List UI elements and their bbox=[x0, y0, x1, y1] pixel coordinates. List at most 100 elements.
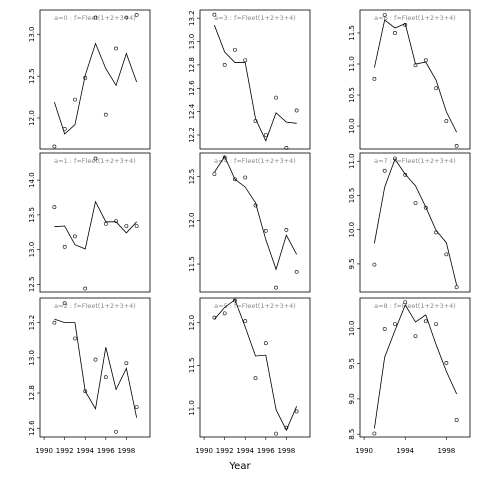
fit-line bbox=[54, 200, 137, 250]
y-tick-label: 12.4 bbox=[188, 103, 196, 119]
panel-strip-label: a=3 : f=Fleet(1+2+3+4) bbox=[214, 14, 296, 22]
y-tick-label: 11.5 bbox=[188, 358, 196, 374]
y-tick-label: 12.6 bbox=[28, 420, 36, 436]
data-point bbox=[454, 418, 459, 422]
panel-frame bbox=[39, 9, 151, 150]
fit-line bbox=[214, 25, 297, 142]
data-point bbox=[444, 119, 449, 123]
panel-strip-label: a=5 : f=Fleet(1+2+3+4) bbox=[214, 302, 296, 310]
panel-frame bbox=[39, 152, 151, 293]
data-point bbox=[114, 219, 118, 224]
x-tick-label: 1994 bbox=[396, 447, 414, 455]
data-point bbox=[434, 322, 438, 327]
data-point bbox=[403, 300, 408, 305]
y-tick-label: 13.2 bbox=[28, 315, 36, 331]
panel: a=1 : f=Fleet(1+2+3+4) 12.5 13.0 13.5 14.0 bbox=[28, 152, 151, 293]
data-point bbox=[222, 311, 227, 316]
panel-strip-label: a=7 : f=Fleet(1+2+3+4) bbox=[374, 157, 456, 165]
data-point bbox=[73, 234, 77, 239]
y-tick-label: 13.0 bbox=[28, 26, 36, 42]
data-point bbox=[382, 168, 387, 173]
data-point bbox=[93, 357, 98, 362]
data-point bbox=[103, 221, 108, 226]
data-point bbox=[263, 133, 268, 137]
y-tick-label: 10.0 bbox=[348, 118, 356, 134]
data-point bbox=[83, 75, 88, 80]
data-point bbox=[382, 13, 387, 17]
data-point bbox=[114, 429, 118, 434]
data-point bbox=[73, 97, 77, 102]
data-point bbox=[222, 62, 227, 67]
data-point bbox=[212, 315, 217, 320]
data-point bbox=[284, 425, 289, 430]
data-point bbox=[52, 205, 57, 210]
data-point bbox=[393, 322, 397, 327]
panel-strip-label: a=8 : f=Fleet(1+2+3+4) bbox=[374, 302, 456, 310]
y-tick-label: 12.5 bbox=[28, 277, 36, 293]
data-point bbox=[83, 389, 88, 394]
data-point bbox=[134, 13, 139, 17]
y-tick-label: 11.0 bbox=[188, 400, 196, 416]
y-tick-label: 12.2 bbox=[188, 127, 196, 143]
x-axis-label: Year bbox=[228, 461, 251, 472]
data-point bbox=[253, 119, 258, 123]
x-tick-label: 1994 bbox=[236, 447, 254, 455]
data-point bbox=[62, 244, 67, 249]
data-point bbox=[243, 319, 248, 323]
y-tick-label: 10.5 bbox=[348, 87, 356, 103]
y-tick-label: 8.5 bbox=[348, 429, 356, 440]
x-tick-label: 1992 bbox=[216, 447, 234, 455]
panel: a=7 : f=Fleet(1+2+3+4) 9.5 10.0 10.5 11.0 bbox=[348, 152, 471, 293]
data-point bbox=[103, 375, 108, 380]
data-point bbox=[413, 201, 418, 205]
y-tick-label: 13.0 bbox=[28, 350, 36, 366]
data-point bbox=[454, 143, 459, 148]
data-point bbox=[444, 252, 449, 257]
data-point bbox=[403, 22, 408, 27]
data-point bbox=[284, 145, 289, 150]
y-tick-label: 13.0 bbox=[188, 34, 196, 50]
data-point bbox=[93, 156, 98, 161]
y-tick-label: 12.5 bbox=[188, 169, 196, 185]
y-tick-label: 11.5 bbox=[348, 25, 356, 41]
data-point bbox=[114, 46, 118, 51]
y-tick-label: 12.8 bbox=[28, 385, 36, 401]
y-tick-label: 11.0 bbox=[348, 153, 356, 169]
y-tick-label: 9.0 bbox=[348, 393, 356, 404]
x-tick-label: 1998 bbox=[117, 447, 135, 455]
fit-line bbox=[373, 19, 457, 133]
data-point bbox=[413, 334, 418, 339]
data-point bbox=[263, 341, 268, 346]
fit-line bbox=[373, 158, 458, 286]
y-tick-label: 12.6 bbox=[188, 80, 196, 96]
data-point bbox=[124, 15, 129, 20]
y-tick-label: 11.0 bbox=[348, 56, 356, 72]
data-point bbox=[83, 286, 88, 291]
fit-line bbox=[373, 304, 458, 429]
panel: a=6 : f=Fleet(1+2+3+4) 10.0 10.5 11.0 11.5 bbox=[348, 9, 471, 150]
x-tick-label: 1998 bbox=[437, 447, 455, 455]
data-point bbox=[124, 361, 129, 366]
data-point bbox=[274, 95, 278, 100]
x-tick-label: 1994 bbox=[76, 447, 94, 455]
data-point bbox=[423, 319, 428, 324]
fit-line bbox=[54, 318, 138, 418]
data-point bbox=[413, 63, 418, 68]
data-point bbox=[212, 12, 217, 17]
data-point bbox=[372, 431, 377, 436]
data-point bbox=[294, 269, 299, 274]
data-point bbox=[403, 173, 408, 177]
y-tick-label: 9.5 bbox=[348, 358, 356, 369]
panel: a=4 : f=Fleet(1+2+3+4) 11.5 12.0 12.5 bbox=[188, 152, 311, 293]
panel-strip-label: a=4 : f=Fleet(1+2+3+4) bbox=[214, 157, 296, 165]
panel-frame bbox=[199, 297, 311, 438]
panel: a=2 : f=Fleet(1+2+3+4) 12.6 12.8 13.0 13.2 19… bbox=[28, 297, 151, 455]
data-point bbox=[134, 224, 139, 228]
data-point bbox=[263, 228, 268, 233]
y-tick-label: 10.0 bbox=[348, 222, 356, 238]
y-tick-label: 12.5 bbox=[28, 68, 36, 84]
data-point bbox=[52, 144, 57, 149]
panel-strip-label: a=1 : f=Fleet(1+2+3+4) bbox=[54, 157, 136, 165]
data-point bbox=[233, 298, 237, 303]
